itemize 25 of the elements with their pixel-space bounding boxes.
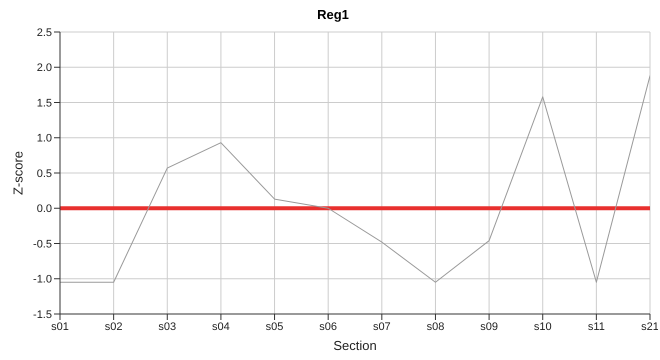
- x-tick-label: s06: [319, 320, 338, 333]
- x-tick-label: s05: [266, 320, 284, 333]
- y-tick-label: -0.5: [33, 238, 52, 250]
- y-tick-label: 1.5: [36, 97, 52, 110]
- x-tick-label: s04: [212, 320, 230, 333]
- line-series: [60, 75, 650, 283]
- x-tick-label: s21: [641, 320, 659, 333]
- y-tick-label: 0.0: [36, 203, 52, 216]
- y-tick-label: -1.5: [33, 308, 52, 321]
- y-tick-label: 1.0: [36, 132, 52, 145]
- x-tick-label: s03: [158, 320, 176, 333]
- x-tick-label: s01: [51, 320, 69, 333]
- x-tick-label: s07: [372, 320, 391, 333]
- y-tick-label: 2.0: [36, 62, 52, 74]
- x-tick-label: s09: [480, 320, 498, 333]
- chart-title: Reg1: [316, 7, 350, 24]
- y-tick-label: 0.5: [36, 168, 52, 180]
- x-tick-label: s08: [426, 320, 444, 333]
- y-tick-label: -1.0: [33, 274, 52, 286]
- x-axis-title: Section: [333, 338, 377, 353]
- y-axis-title: Z-score: [10, 150, 26, 196]
- x-tick-label: s02: [104, 320, 123, 333]
- y-tick-label: 2.5: [36, 26, 52, 39]
- x-tick-label: s10: [534, 320, 552, 333]
- x-tick-label: s11: [588, 320, 605, 333]
